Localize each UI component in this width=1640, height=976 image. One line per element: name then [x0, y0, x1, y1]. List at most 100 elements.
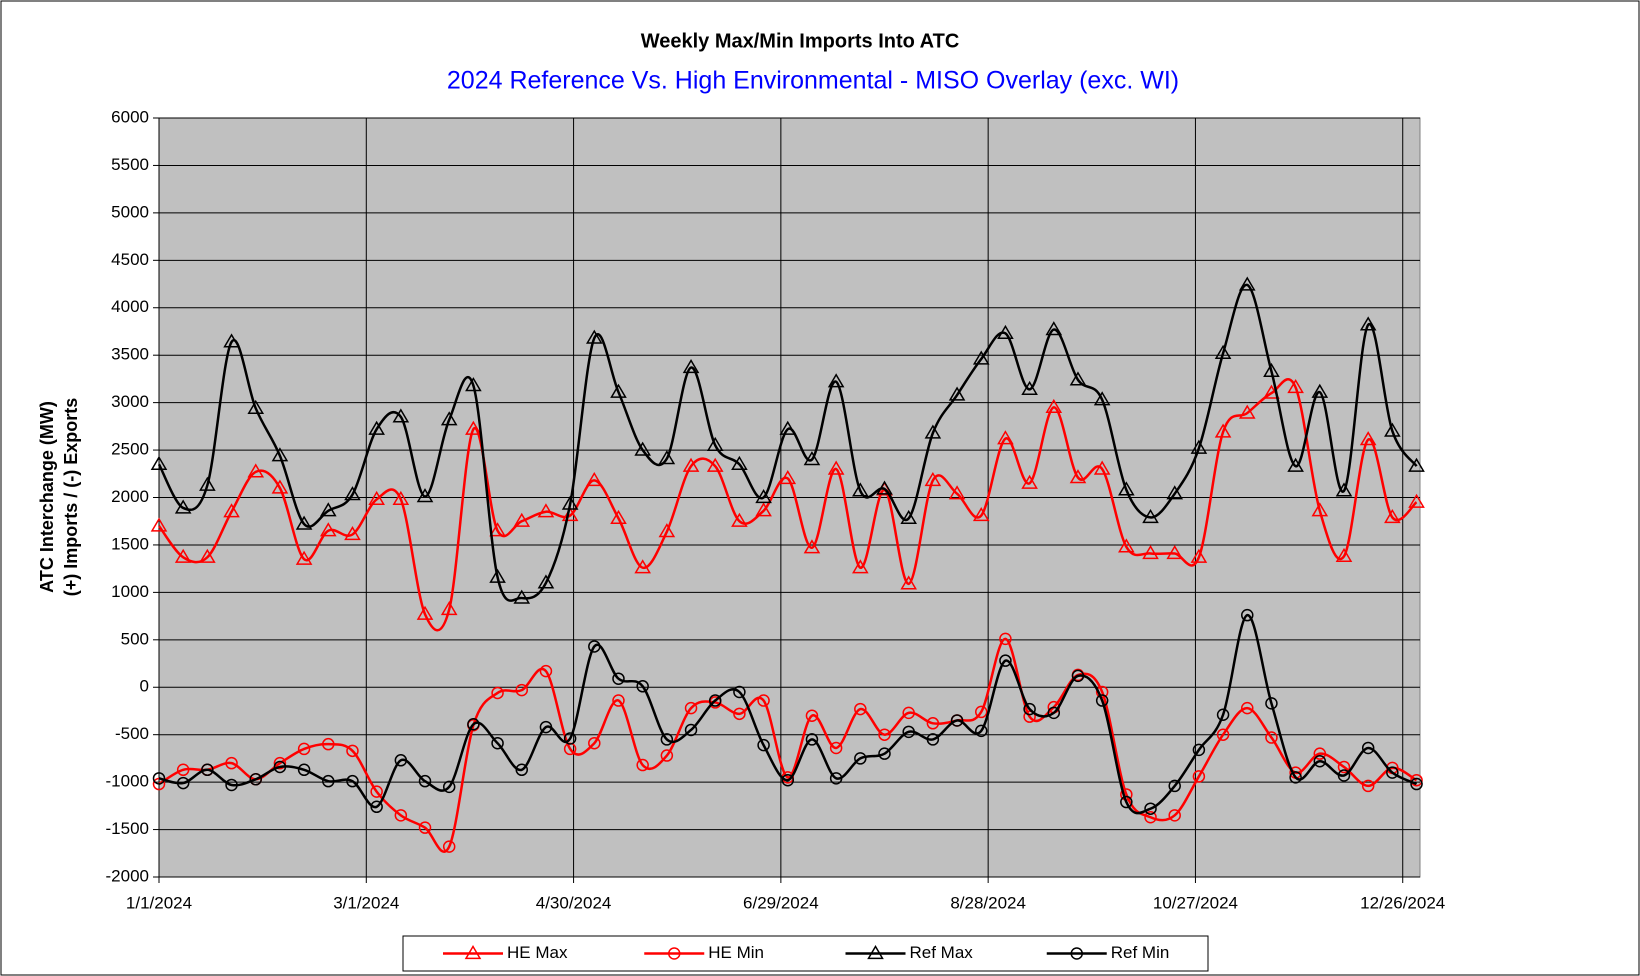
- marker: [924, 424, 942, 439]
- y-tick-label: 500: [121, 629, 149, 648]
- marker: [1142, 544, 1159, 560]
- marker: [805, 709, 819, 722]
- marker: [174, 499, 192, 514]
- x-tick-label: 10/27/2024: [1153, 893, 1238, 912]
- y-tick-label: 3000: [111, 392, 149, 411]
- marker: [199, 548, 216, 563]
- y-tick-label: 4500: [111, 250, 149, 269]
- marker: [465, 420, 482, 435]
- y-tick-label: -2000: [106, 866, 149, 885]
- marker: [668, 947, 681, 960]
- marker: [539, 664, 553, 678]
- marker: [416, 488, 434, 503]
- marker: [1021, 380, 1038, 395]
- series-line: [157, 283, 1418, 602]
- marker: [368, 490, 385, 506]
- marker: [926, 733, 940, 746]
- series-line: [158, 637, 1418, 853]
- y-tick-label: 6000: [111, 107, 149, 126]
- marker: [829, 741, 843, 755]
- marker: [803, 539, 821, 554]
- marker: [537, 503, 555, 518]
- marker: [805, 733, 819, 746]
- marker: [948, 386, 966, 401]
- marker: [1168, 809, 1181, 822]
- marker: [902, 706, 915, 720]
- marker: [1337, 760, 1351, 774]
- chart-title: Weekly Max/Min Imports Into ATC: [641, 30, 960, 52]
- marker: [902, 725, 915, 739]
- y-tick-label: 1500: [111, 534, 149, 553]
- marker: [176, 776, 190, 790]
- marker: [1120, 795, 1133, 809]
- marker: [394, 809, 408, 822]
- marker: [176, 763, 190, 777]
- marker: [1214, 423, 1232, 438]
- marker: [368, 420, 385, 435]
- marker: [1214, 344, 1232, 359]
- marker: [442, 780, 456, 794]
- marker: [322, 737, 335, 751]
- x-tick-label: 4/30/2024: [536, 893, 612, 912]
- y-tick-label: 5500: [111, 155, 149, 174]
- marker: [1386, 766, 1399, 779]
- marker: [1192, 743, 1206, 757]
- marker: [588, 640, 601, 653]
- marker: [561, 495, 579, 510]
- marker: [1216, 728, 1230, 741]
- marker: [1265, 731, 1278, 744]
- marker: [1192, 770, 1206, 783]
- marker: [733, 685, 746, 699]
- marker: [1023, 702, 1036, 716]
- marker: [1410, 773, 1423, 787]
- marker: [440, 600, 458, 616]
- marker: [370, 800, 383, 814]
- marker: [150, 517, 168, 532]
- marker: [346, 774, 359, 788]
- marker: [344, 486, 361, 501]
- marker: [1263, 362, 1280, 377]
- marker: [706, 457, 724, 472]
- marker: [972, 507, 990, 522]
- marker: [513, 589, 531, 604]
- marker: [827, 373, 845, 388]
- marker: [867, 945, 884, 960]
- marker: [319, 502, 337, 517]
- marker: [999, 654, 1012, 667]
- marker: [1408, 457, 1425, 472]
- marker: [634, 441, 651, 456]
- marker: [1311, 383, 1329, 398]
- marker: [394, 754, 408, 767]
- marker: [1023, 710, 1036, 723]
- marker: [757, 738, 770, 752]
- marker: [1069, 371, 1087, 386]
- marker: [997, 430, 1014, 445]
- marker: [1287, 457, 1304, 472]
- marker: [344, 526, 361, 541]
- marker: [610, 383, 627, 398]
- marker: [223, 333, 240, 348]
- marker: [1384, 508, 1401, 524]
- marker: [1361, 741, 1375, 755]
- marker: [733, 707, 746, 721]
- marker: [658, 450, 676, 465]
- marker: [273, 760, 287, 774]
- marker: [1142, 508, 1159, 524]
- marker: [225, 756, 238, 770]
- marker: [346, 744, 359, 758]
- marker: [684, 723, 698, 737]
- marker: [392, 490, 410, 506]
- series-line: [158, 613, 1418, 815]
- marker: [1384, 422, 1401, 437]
- marker: [467, 718, 480, 731]
- marker: [878, 747, 891, 760]
- marker: [974, 705, 988, 719]
- marker: [515, 763, 529, 777]
- marker: [1166, 485, 1184, 500]
- marker: [1190, 548, 1208, 563]
- marker: [174, 548, 192, 563]
- marker: [1095, 694, 1109, 707]
- x-tick-label: 8/28/2024: [950, 893, 1026, 912]
- marker: [636, 680, 649, 693]
